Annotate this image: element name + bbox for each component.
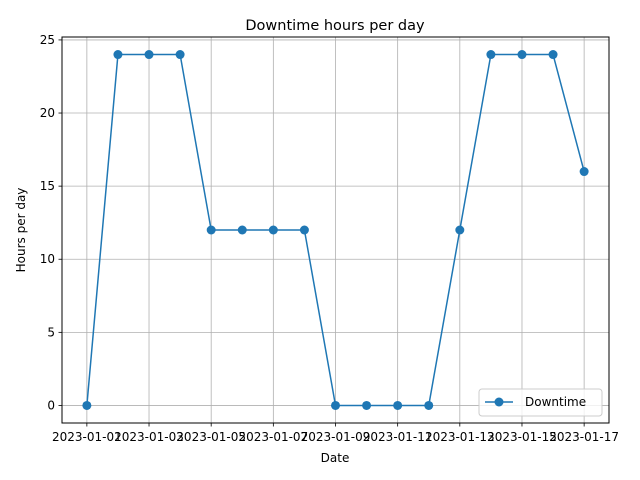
x-tick-label: 2023-01-01: [52, 430, 122, 444]
data-point: [486, 50, 496, 60]
legend: Downtime: [478, 388, 603, 417]
data-point: [113, 50, 123, 60]
x-tick-label: 2023-01-11: [363, 430, 433, 444]
legend-marker-sample: [494, 397, 504, 407]
data-point: [579, 167, 589, 177]
data-point: [268, 225, 278, 235]
y-ticks: 0 5 10 15 20 25: [40, 33, 62, 412]
series-layer: [82, 50, 589, 410]
x-tick-label: 2023-01-03: [114, 430, 184, 444]
data-point: [362, 400, 372, 410]
x-tick-label: 2023-01-09: [301, 430, 371, 444]
y-tick-label: 20: [40, 106, 55, 120]
x-axis-label: Date: [321, 451, 350, 465]
data-point: [455, 225, 465, 235]
y-tick-label: 10: [40, 252, 55, 266]
x-ticks: 2023-01-012023-01-032023-01-052023-01-07…: [52, 423, 619, 444]
data-point: [144, 50, 154, 60]
chart-title: Downtime hours per day: [245, 18, 425, 34]
y-tick-label: 15: [40, 179, 55, 193]
y-tick-label: 25: [40, 33, 55, 47]
data-point: [299, 225, 309, 235]
data-point: [424, 400, 434, 410]
data-point: [175, 50, 185, 60]
x-tick-label: 2023-01-05: [176, 430, 246, 444]
data-point: [517, 50, 527, 60]
data-point: [331, 400, 340, 410]
y-tick-label: 0: [47, 398, 55, 412]
data-point: [393, 400, 403, 410]
data-point: [548, 50, 558, 60]
x-tick-label: 2023-01-17: [549, 430, 619, 444]
data-point: [237, 225, 247, 235]
y-tick-label: 5: [47, 325, 55, 339]
y-axis-label: Hours per day: [14, 188, 28, 273]
data-point: [82, 400, 92, 410]
data-point: [206, 225, 216, 235]
legend-box: [478, 388, 603, 417]
legend-label: Downtime: [525, 395, 586, 409]
x-tick-label: 2023-01-15: [487, 430, 557, 444]
x-tick-label: 2023-01-07: [238, 430, 308, 444]
x-tick-label: 2023-01-13: [425, 430, 495, 444]
